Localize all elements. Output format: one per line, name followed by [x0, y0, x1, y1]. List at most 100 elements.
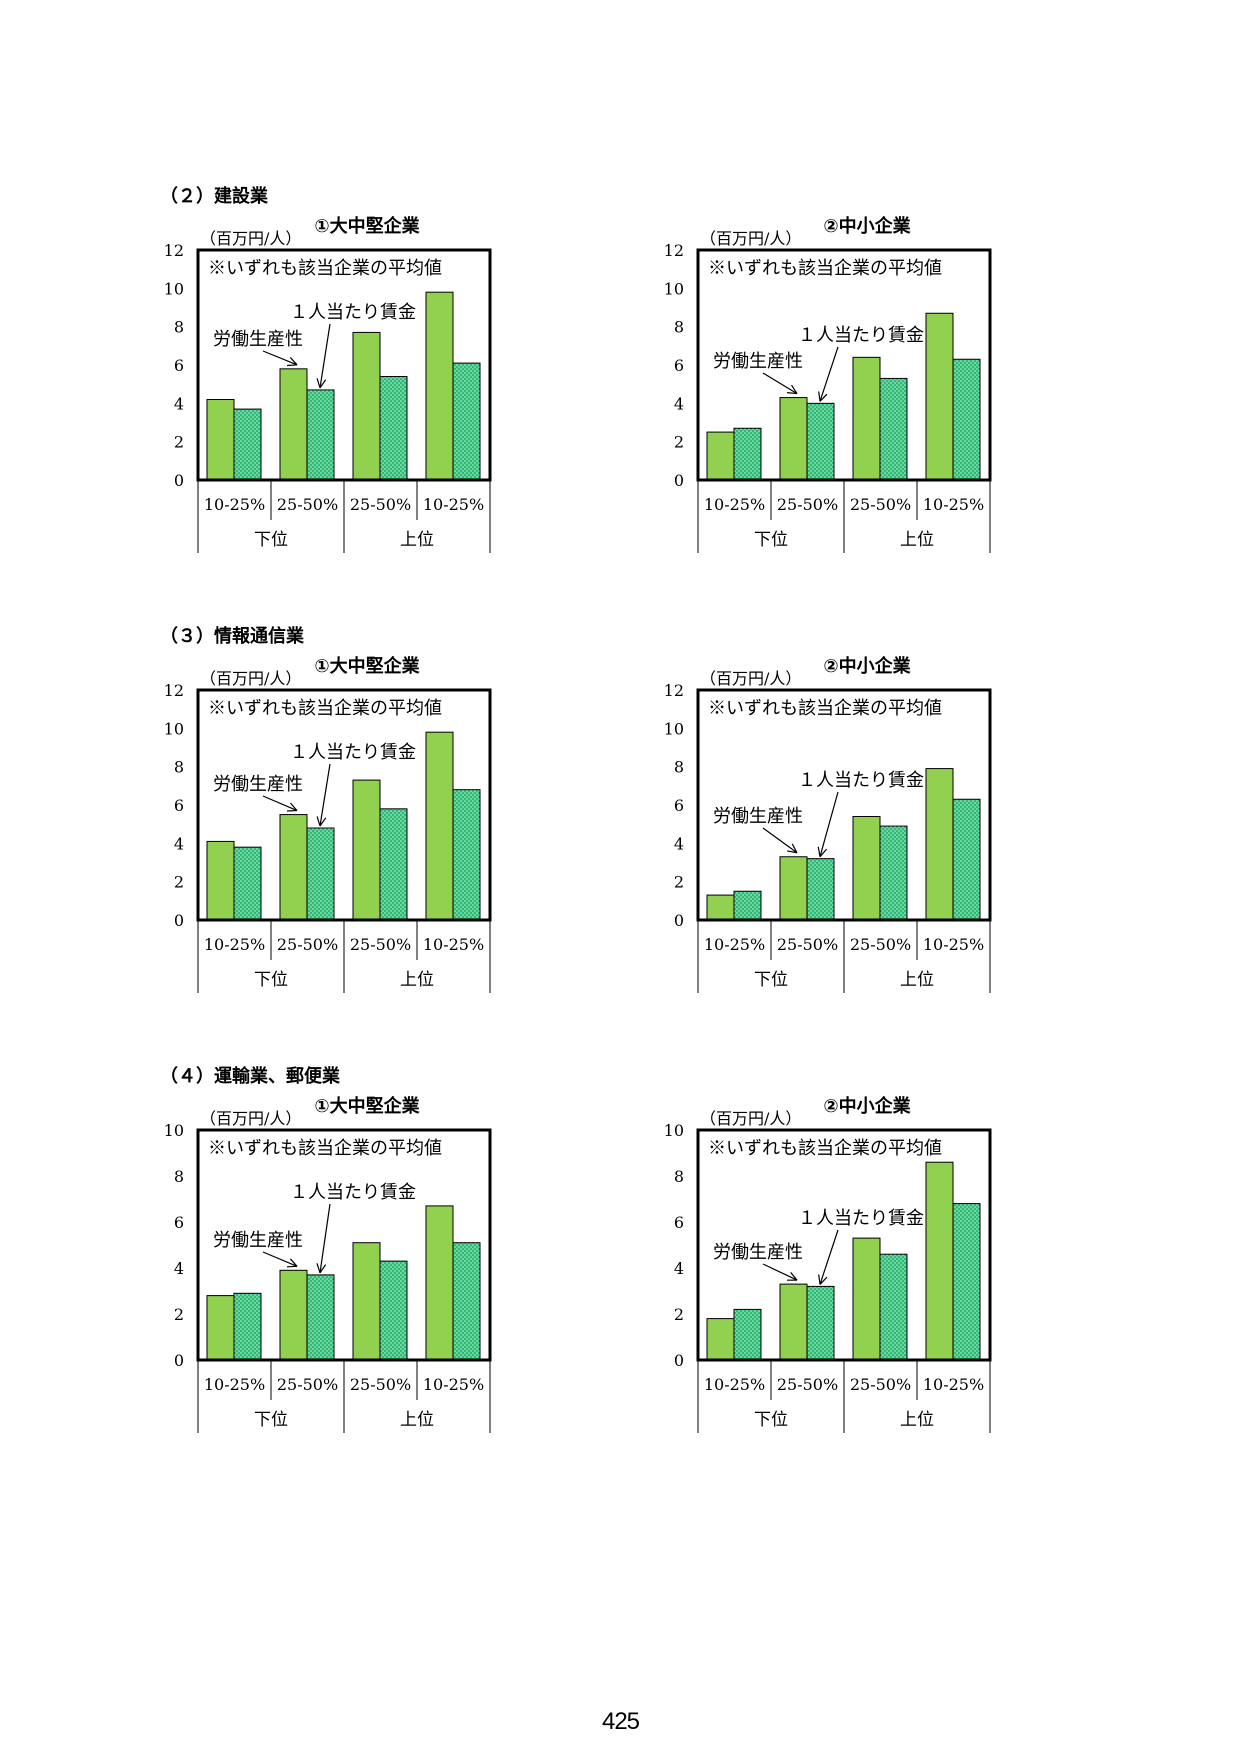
x-tick-label: 10-25%: [923, 935, 984, 954]
x-tick-label: 25-50%: [850, 935, 911, 954]
arrow-productivity: [262, 795, 298, 812]
y-tick-label: 4: [674, 834, 684, 853]
y-tick-label: 4: [674, 394, 684, 413]
bar-chart: （百万円/人） 0 2 4 6 8 10 10-25% 25-50% 25-50% 10-25% 下位…: [164, 1109, 492, 1433]
x-tick-label: 25-50%: [850, 495, 911, 514]
group-label: 下位: [254, 970, 288, 990]
y-tick-label: 2: [174, 1305, 184, 1324]
note-text: ※いずれも該当企業の平均値: [208, 1138, 442, 1159]
x-tick-label: 25-50%: [350, 1375, 411, 1394]
y-tick-label: 2: [674, 433, 684, 452]
bar-productivity: [706, 894, 735, 921]
bar-wage: [952, 1203, 981, 1361]
y-tick-label: 10: [164, 279, 184, 298]
label-wage: １人当たり賃金: [798, 770, 924, 791]
bar-productivity: [425, 1205, 454, 1361]
bar-wage: [233, 1292, 262, 1361]
y-tick-label: 6: [174, 356, 184, 375]
group-label: 上位: [900, 970, 934, 990]
x-tick-label: 25-50%: [777, 935, 838, 954]
note-text: ※いずれも該当企業の平均値: [708, 1138, 942, 1159]
bar-productivity: [852, 356, 881, 481]
unit-label: （百万円/人）: [200, 1109, 301, 1128]
unit-label: （百万円/人）: [700, 229, 801, 248]
group-label: 下位: [754, 970, 788, 990]
x-tick-label: 10-25%: [923, 495, 984, 514]
y-tick-label: 12: [664, 681, 684, 700]
bar-productivity: [279, 814, 308, 921]
bar-productivity: [925, 1161, 954, 1361]
label-productivity: 労働生産性: [213, 329, 303, 350]
y-tick-label: 12: [164, 681, 184, 700]
label-productivity: 労働生産性: [213, 774, 303, 795]
bar-chart: （百万円/人） 0 2 4 6 8 10 12 10-25% 25-50% 25-50% 10-25%…: [164, 229, 492, 553]
bar-wage: [233, 408, 262, 481]
bar-wage: [379, 1260, 408, 1361]
y-tick-label: 6: [174, 796, 184, 815]
bar-wage: [306, 827, 335, 921]
y-tick-label: 6: [674, 796, 684, 815]
x-tick-label: 10-25%: [704, 935, 765, 954]
chart-title: ②中小企業: [823, 1096, 911, 1117]
x-tick-label: 10-25%: [204, 935, 265, 954]
group-label: 上位: [400, 530, 434, 550]
bar-productivity: [279, 368, 308, 481]
y-tick-label: 6: [674, 1213, 684, 1232]
label-wage: １人当たり賃金: [290, 302, 416, 323]
bar-productivity: [352, 1242, 381, 1361]
x-tick-label: 10-25%: [704, 495, 765, 514]
arrow-productivity: [262, 1251, 298, 1268]
bar-wage: [379, 808, 408, 921]
x-tick-label: 10-25%: [923, 1375, 984, 1394]
y-tick-label: 8: [674, 758, 684, 777]
x-tick-label: 10-25%: [204, 1375, 265, 1394]
arrow-wage: [818, 346, 839, 402]
bar-productivity: [925, 768, 954, 921]
bar-chart: （百万円/人） 0 2 4 6 8 10 10-25% 25-50% 25-50% 10-25% 下位…: [664, 1109, 992, 1433]
chart-title: ①大中堅企業: [314, 1096, 420, 1117]
y-tick-label: 2: [674, 1305, 684, 1324]
x-tick-label: 25-50%: [350, 935, 411, 954]
bar-wage: [952, 358, 981, 481]
y-tick-label: 0: [174, 911, 184, 930]
bar-wage: [379, 376, 408, 481]
label-wage: １人当たり賃金: [290, 1182, 416, 1203]
bar-productivity: [706, 431, 735, 481]
bar-wage: [452, 1242, 481, 1361]
arrow-wage: [817, 791, 839, 858]
group-label: 上位: [900, 530, 934, 550]
label-wage: １人当たり賃金: [290, 742, 416, 763]
group-label: 上位: [400, 970, 434, 990]
y-tick-label: 2: [674, 873, 684, 892]
arrow-wage: [818, 1229, 839, 1285]
bar-wage: [452, 362, 481, 481]
y-tick-label: 4: [174, 1259, 184, 1278]
arrow-wage: [316, 323, 331, 389]
group-label: 上位: [900, 1410, 934, 1430]
bar-wage: [806, 1285, 835, 1361]
x-tick-label: 10-25%: [423, 1375, 484, 1394]
y-tick-label: 0: [674, 471, 684, 490]
y-tick-label: 10: [664, 719, 684, 738]
chart-title: ①大中堅企業: [314, 656, 420, 677]
x-tick-label: 10-25%: [423, 495, 484, 514]
y-tick-label: 8: [174, 1167, 184, 1186]
bar-wage: [879, 377, 908, 481]
arrow-productivity: [762, 827, 798, 854]
bar-wage: [306, 389, 335, 481]
bar-productivity: [852, 816, 881, 921]
bar-wage: [733, 427, 762, 481]
section-title-transport: （４）運輸業、郵便業: [160, 1066, 340, 1087]
y-tick-label: 0: [674, 911, 684, 930]
bar-chart: （百万円/人） 0 2 4 6 8 10 12 10-25% 25-50% 25-50% 10-25%…: [664, 669, 992, 993]
label-productivity: 労働生産性: [713, 351, 803, 372]
label-productivity: 労働生産性: [213, 1230, 303, 1251]
bar-wage: [806, 402, 835, 481]
note-text: ※いずれも該当企業の平均値: [708, 698, 942, 719]
bar-productivity: [779, 856, 808, 921]
chart-title: ①大中堅企業: [314, 216, 420, 237]
bar-productivity: [425, 731, 454, 921]
x-tick-label: 10-25%: [423, 935, 484, 954]
y-tick-label: 8: [174, 318, 184, 337]
x-tick-label: 10-25%: [204, 495, 265, 514]
